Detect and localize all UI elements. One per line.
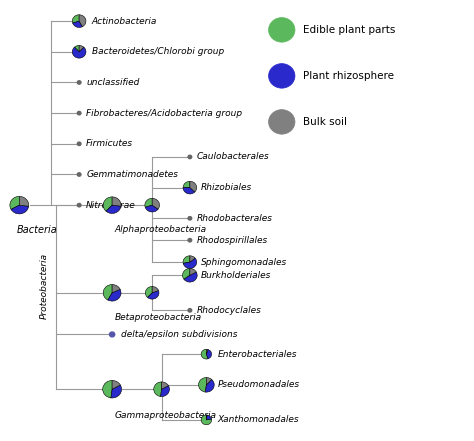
Wedge shape (74, 45, 79, 52)
Wedge shape (183, 187, 195, 194)
Text: Fibrobacteres/Acidobacteria group: Fibrobacteres/Acidobacteria group (86, 108, 242, 118)
Circle shape (77, 203, 81, 207)
Wedge shape (161, 386, 170, 396)
Text: Bacteria: Bacteria (17, 225, 58, 235)
Wedge shape (183, 256, 190, 263)
Wedge shape (73, 47, 86, 58)
Wedge shape (206, 349, 208, 354)
Circle shape (188, 217, 191, 220)
Circle shape (77, 112, 81, 115)
Wedge shape (73, 15, 79, 23)
Circle shape (188, 239, 191, 242)
Wedge shape (10, 196, 19, 209)
Circle shape (109, 332, 115, 337)
Text: Rhodospirillales: Rhodospirillales (197, 236, 268, 245)
Wedge shape (201, 415, 211, 425)
Text: unclassified: unclassified (86, 78, 139, 87)
Wedge shape (184, 272, 197, 282)
Text: Proteobacteria: Proteobacteria (39, 253, 48, 319)
Wedge shape (103, 284, 112, 300)
Text: Gemmatimonadetes: Gemmatimonadetes (86, 170, 178, 179)
Wedge shape (152, 198, 160, 209)
Wedge shape (19, 196, 29, 206)
Text: delta/epsilon subdivisions: delta/epsilon subdivisions (120, 330, 237, 339)
Wedge shape (183, 258, 197, 269)
Text: Alphaproteobacteria: Alphaproteobacteria (115, 225, 207, 234)
Wedge shape (103, 381, 112, 398)
Wedge shape (79, 45, 84, 52)
Wedge shape (11, 205, 28, 214)
Wedge shape (182, 269, 190, 279)
Text: Bacteroidetes/Chlorobi group: Bacteroidetes/Chlorobi group (92, 47, 224, 56)
Wedge shape (108, 289, 121, 301)
Wedge shape (111, 385, 121, 398)
Text: Pseudomonadales: Pseudomonadales (218, 380, 300, 389)
Circle shape (188, 309, 191, 312)
Wedge shape (112, 197, 121, 206)
Text: Enterobacteriales: Enterobacteriales (218, 350, 297, 359)
Circle shape (269, 64, 295, 88)
Text: Betaproteobacteria: Betaproteobacteria (115, 313, 201, 321)
Wedge shape (205, 380, 214, 392)
Wedge shape (147, 291, 159, 299)
Wedge shape (154, 382, 162, 396)
Text: Rhizobiales: Rhizobiales (201, 183, 253, 192)
Wedge shape (73, 21, 82, 27)
Wedge shape (79, 15, 86, 26)
Text: Rhodocyclales: Rhodocyclales (197, 306, 261, 315)
Wedge shape (106, 205, 121, 213)
Circle shape (188, 155, 191, 159)
Text: Gammaproteobacteria: Gammaproteobacteria (115, 411, 217, 420)
Wedge shape (152, 287, 158, 293)
Circle shape (77, 142, 81, 146)
Wedge shape (112, 381, 120, 389)
Wedge shape (190, 269, 196, 275)
Wedge shape (206, 350, 211, 359)
Wedge shape (206, 377, 212, 385)
Text: Nitrospirae: Nitrospirae (86, 201, 136, 209)
Text: Burkholderiales: Burkholderiales (201, 271, 272, 280)
Wedge shape (190, 256, 195, 262)
Text: Actinobacteria: Actinobacteria (92, 17, 157, 26)
Text: Rhodobacterales: Rhodobacterales (197, 214, 273, 223)
Wedge shape (103, 197, 112, 211)
Text: Xanthomonadales: Xanthomonadales (218, 415, 299, 424)
Circle shape (77, 173, 81, 176)
Wedge shape (199, 377, 206, 392)
Wedge shape (145, 198, 152, 207)
Wedge shape (201, 349, 208, 359)
Circle shape (77, 81, 81, 84)
Wedge shape (146, 287, 152, 297)
Circle shape (269, 18, 295, 42)
Text: Plant rhizosphere: Plant rhizosphere (303, 71, 394, 81)
Text: Sphingomonadales: Sphingomonadales (201, 258, 287, 267)
Text: Bulk soil: Bulk soil (303, 117, 347, 127)
Text: Caulobacterales: Caulobacterales (197, 153, 269, 161)
Wedge shape (112, 284, 120, 293)
Text: Edible plant parts: Edible plant parts (303, 25, 395, 35)
Wedge shape (206, 415, 211, 420)
Wedge shape (162, 382, 168, 389)
Wedge shape (190, 181, 197, 192)
Wedge shape (183, 181, 190, 187)
Text: Firmicutes: Firmicutes (86, 139, 133, 148)
Wedge shape (145, 205, 158, 212)
Circle shape (269, 110, 295, 134)
Wedge shape (206, 415, 207, 420)
